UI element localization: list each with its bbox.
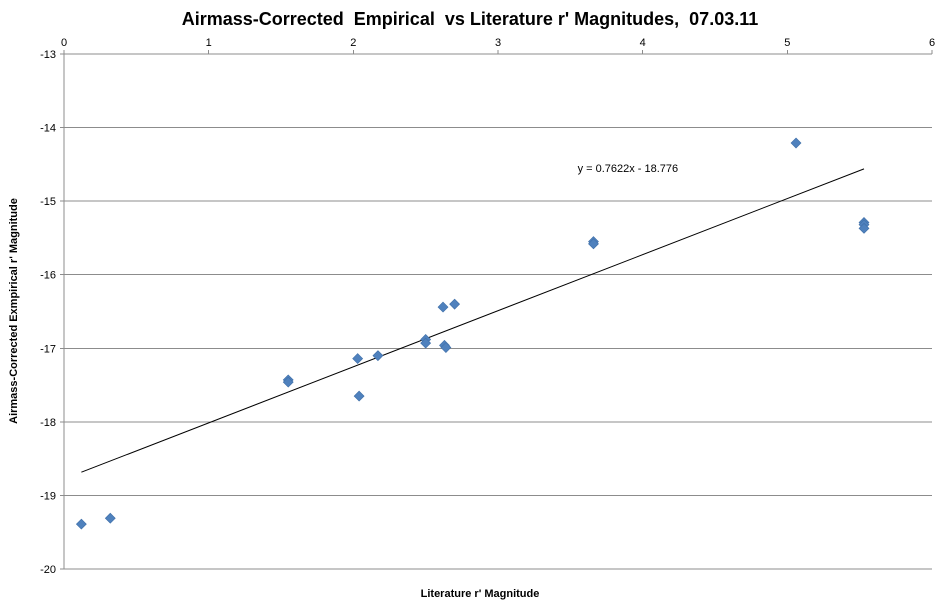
chart-title: Airmass-Corrected Empirical vs Literatur… — [182, 9, 759, 29]
y-axis-label: Airmass-Corrected Exmpirical r' Magnitud… — [8, 198, 20, 424]
data-point-14 — [588, 238, 599, 250]
y-tick-label-2: -15 — [40, 196, 56, 208]
y-tick-label-6: -19 — [40, 490, 56, 502]
trendline-group: y = 0.7622x - 18.776 — [81, 163, 865, 473]
trendline — [81, 168, 865, 473]
x-tick-label-6: 6 — [929, 37, 935, 49]
data-point-8 — [420, 337, 432, 349]
x-tick-label-3: 3 — [495, 37, 501, 49]
y-tick-label-1: -14 — [40, 123, 56, 135]
data-point-3 — [282, 376, 294, 388]
x-tick-label-2: 2 — [350, 37, 356, 49]
data-point-1 — [104, 512, 116, 524]
trendline-equation: y = 0.7622x - 18.776 — [578, 163, 679, 175]
data-point-9 — [437, 301, 449, 313]
data-point-12 — [449, 298, 461, 310]
y-tick-label-5: -18 — [40, 417, 56, 429]
data-point-11 — [440, 342, 452, 353]
x-tick-label-0: 0 — [61, 37, 67, 49]
data-point-4 — [352, 353, 364, 365]
data-point-5 — [353, 390, 365, 402]
data-point-15 — [790, 137, 802, 149]
y-tick-label-7: -20 — [40, 564, 56, 576]
y-tick-label-4: -17 — [40, 343, 56, 355]
x-tick-label-5: 5 — [784, 37, 790, 49]
y-tick-label-0: -13 — [40, 49, 56, 61]
x-tick-labels: 0 1 2 3 4 5 6 — [61, 37, 935, 49]
data-point-6 — [372, 350, 384, 362]
y-tick-labels: -13 -14 -15 -16 -17 -18 -19 -20 — [40, 49, 56, 576]
data-points — [75, 137, 870, 530]
axes — [60, 50, 933, 570]
gridlines — [64, 53, 932, 570]
x-axis-label: Literature r' Magnitude — [421, 588, 540, 600]
data-point-18 — [858, 222, 870, 234]
y-tick-label-3: -16 — [40, 270, 56, 282]
data-point-0 — [75, 518, 87, 530]
x-tick-label-4: 4 — [640, 37, 646, 49]
x-tick-label-1: 1 — [206, 37, 212, 49]
